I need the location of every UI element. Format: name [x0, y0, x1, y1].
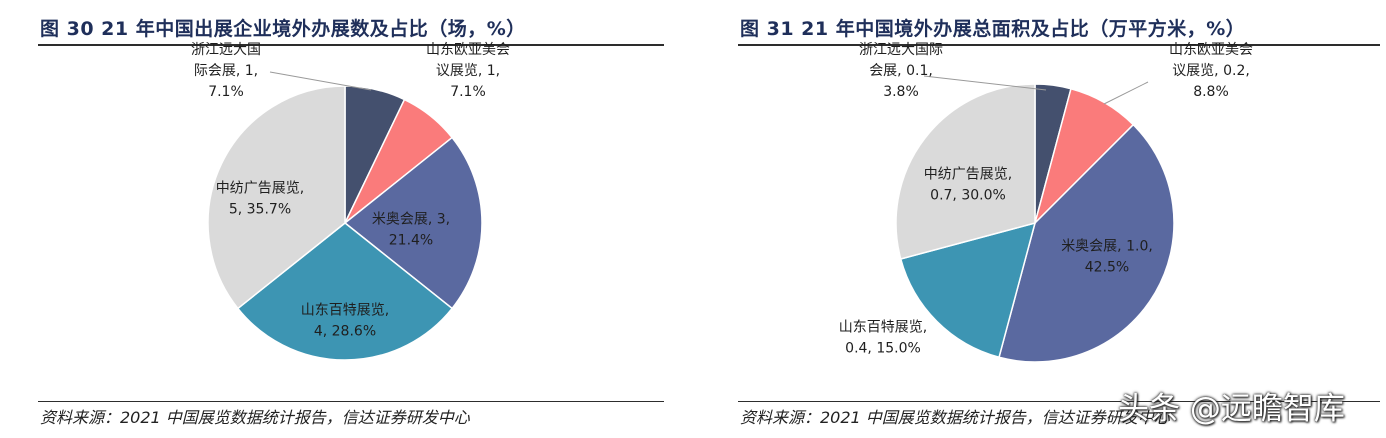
- chart-panel-left: 图 30 21 年中国出展企业境外办展数及占比（场，%） 浙江远大国际会展, 1…: [0, 0, 670, 438]
- source-note: 资料来源：2021 中国展览数据统计报告，信达证券研发中心: [40, 408, 470, 427]
- pie-chart-left: 浙江远大国际会展, 1, 7.1% 山东欧亚美会议展览, 1, 7.1% 米奥会展, 3…: [191, 42, 510, 361]
- title-divider: [38, 44, 664, 46]
- pie-slice: [236, 222, 454, 361]
- chart-title: 图 30 21 年中国出展企业境外办展数及占比（场，%）: [40, 18, 526, 40]
- slice-data-label: 山东百特展览, 4, 28.6%: [301, 303, 389, 340]
- leader-line: [269, 71, 372, 91]
- slice-data-label: 山东欧亚美会议展览, 0.2, 8.8%: [1169, 42, 1253, 100]
- source-divider: [738, 401, 1380, 402]
- pie-slice: [895, 83, 1036, 260]
- leader-line: [923, 75, 1047, 91]
- source-note: 资料来源：2021 中国展览数据统计报告，信达证券研发中心: [740, 408, 1170, 427]
- slice-data-label: 米奥会展, 1.0, 42.5%: [1061, 238, 1153, 276]
- source-divider: [38, 401, 664, 402]
- chart-panel-right: 图 31 21 年中国境外办展总面积及占比（万平方米，%） 浙江远大国际会展, …: [700, 0, 1386, 438]
- slice-data-label: 中纺广告展览, 0.7, 30.0%: [924, 167, 1012, 204]
- slice-data-label: 山东百特展览, 0.4, 15.0%: [839, 320, 927, 357]
- slice-data-label: 山东欧亚美会议展览, 1, 7.1%: [426, 42, 510, 100]
- slice-data-label: 米奥会展, 3, 21.4%: [372, 211, 450, 249]
- slice-data-label: 浙江远大国际会展, 0.1, 3.8%: [859, 42, 943, 100]
- title-divider: [738, 44, 1380, 46]
- chart-title: 图 31 21 年中国境外办展总面积及占比（万平方米，%）: [740, 18, 1246, 40]
- pie-slice: [899, 221, 1037, 359]
- pie-slice: [207, 85, 346, 310]
- pie-chart-right: 浙江远大国际会展, 0.1, 3.8% 山东欧亚美会议展览, 0.2, 8.8% 米奥会…: [839, 42, 1253, 363]
- slice-data-label: 浙江远大国际会展, 1, 7.1%: [191, 42, 261, 100]
- pie-slice: [343, 136, 483, 310]
- leader-line: [1103, 81, 1149, 105]
- watermark: 头条 @远瞻智库: [1118, 391, 1345, 427]
- slice-data-label: 中纺广告展览, 5, 35.7%: [216, 181, 304, 218]
- pie-slice: [998, 123, 1175, 363]
